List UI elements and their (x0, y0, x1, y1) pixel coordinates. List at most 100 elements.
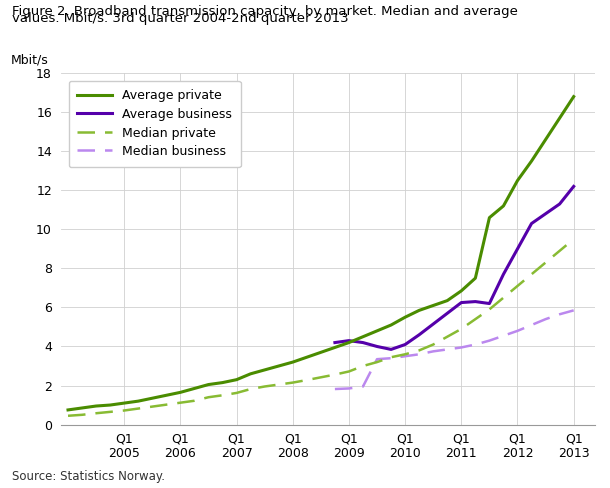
Average private (373, 328, 381, 334)
Average private (486, 215, 493, 221)
Average private (247, 371, 254, 377)
Text: Source: Statistics Norway.: Source: Statistics Norway. (12, 470, 165, 483)
Average business (500, 271, 507, 277)
Average business (514, 246, 521, 252)
Median private (233, 390, 240, 396)
Average private (514, 178, 521, 183)
Median private (486, 306, 493, 312)
Median private (528, 271, 535, 277)
Line: Median private: Median private (68, 239, 573, 416)
Average private (472, 275, 479, 281)
Median business (500, 333, 507, 339)
Median private (458, 326, 465, 332)
Median private (556, 248, 563, 254)
Median private (514, 283, 521, 289)
Average private (415, 307, 423, 313)
Median private (401, 351, 409, 357)
Legend: Average private, Average business, Median private, Median business: Average private, Average business, Media… (68, 81, 241, 167)
Median business (570, 307, 577, 313)
Median business (486, 338, 493, 344)
Text: Mbit/s: Mbit/s (10, 53, 48, 66)
Line: Median business: Median business (335, 310, 573, 389)
Average private (401, 314, 409, 320)
Average private (205, 382, 212, 387)
Average business (570, 183, 577, 189)
Median business (345, 386, 353, 391)
Median private (472, 316, 479, 322)
Median private (303, 377, 310, 383)
Average private (163, 392, 170, 398)
Median private (373, 359, 381, 365)
Median private (93, 410, 100, 416)
Average business (556, 201, 563, 207)
Average private (429, 303, 437, 308)
Average business (472, 299, 479, 305)
Median private (191, 398, 198, 404)
Median private (345, 368, 353, 374)
Average private (542, 137, 549, 142)
Average private (528, 158, 535, 164)
Average private (275, 363, 282, 369)
Median private (261, 384, 268, 389)
Average private (303, 354, 310, 360)
Line: Average business: Average business (335, 186, 573, 349)
Median private (500, 295, 507, 301)
Median business (514, 328, 521, 334)
Median private (149, 404, 156, 409)
Median private (247, 386, 254, 392)
Average private (458, 288, 465, 294)
Median business (556, 311, 563, 317)
Median private (542, 260, 549, 265)
Average business (415, 332, 423, 338)
Median private (359, 363, 367, 369)
Average private (289, 359, 296, 365)
Average private (121, 400, 128, 406)
Average business (443, 310, 451, 316)
Text: values. Mbit/s. 3rd quarter 2004-2nd quarter 2013: values. Mbit/s. 3rd quarter 2004-2nd qua… (12, 12, 349, 25)
Average business (458, 300, 465, 305)
Average private (219, 380, 226, 386)
Average business (387, 346, 395, 352)
Average private (261, 367, 268, 373)
Median private (65, 413, 72, 419)
Average private (317, 349, 325, 355)
Median business (359, 384, 367, 389)
Median business (542, 316, 549, 322)
Median private (177, 400, 184, 406)
Median private (275, 382, 282, 387)
Average business (429, 321, 437, 327)
Median business (401, 353, 409, 359)
Average private (149, 395, 156, 401)
Average business (528, 221, 535, 226)
Average private (177, 389, 184, 395)
Median private (121, 407, 128, 413)
Average private (331, 345, 339, 350)
Median business (331, 386, 339, 392)
Median private (429, 342, 437, 347)
Median business (387, 355, 395, 361)
Median private (135, 406, 142, 411)
Median private (107, 409, 114, 415)
Average business (401, 342, 409, 347)
Median business (415, 351, 423, 357)
Average business (486, 301, 493, 306)
Average business (331, 340, 339, 346)
Average private (359, 334, 367, 340)
Median business (373, 356, 381, 362)
Average private (570, 94, 577, 100)
Average private (93, 403, 100, 409)
Median private (79, 412, 86, 418)
Average private (107, 402, 114, 408)
Line: Average private: Average private (68, 97, 573, 410)
Average private (500, 203, 507, 209)
Average private (443, 298, 451, 304)
Average private (65, 407, 72, 413)
Median private (331, 372, 339, 378)
Median business (528, 322, 535, 328)
Average private (233, 377, 240, 383)
Median private (443, 334, 451, 340)
Text: Figure 2. Broadband transmission capacity, by market. Median and average: Figure 2. Broadband transmission capacit… (12, 5, 518, 18)
Average private (345, 340, 353, 346)
Median private (570, 236, 577, 242)
Median private (219, 392, 226, 398)
